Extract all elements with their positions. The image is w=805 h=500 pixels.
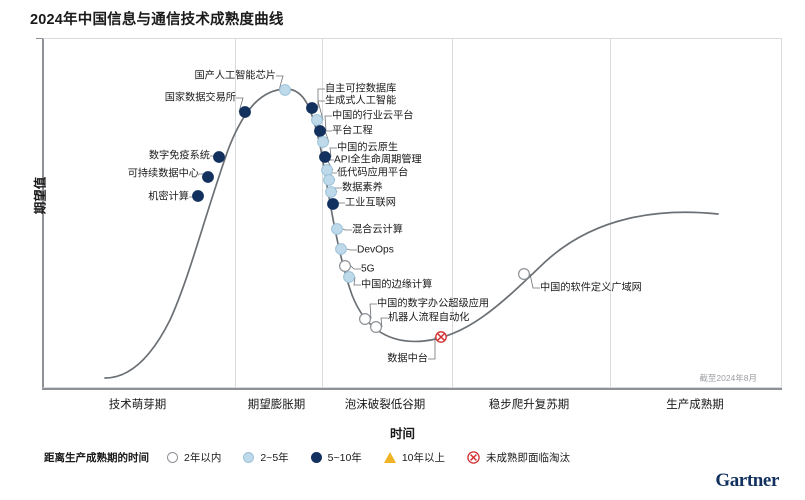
triangle-yellow-icon — [383, 452, 396, 463]
technology-label: 数据中台 — [387, 353, 428, 365]
phase-label-1: 期望膨胀期 — [247, 399, 306, 411]
technology-label: 平台工程 — [332, 125, 373, 137]
technology-label: 可持续数据中心 — [127, 168, 199, 180]
legend-label-3: 10年以上 — [401, 452, 445, 464]
technology-label: 工业互联网 — [345, 197, 396, 209]
technology-label: 中国的数字办公超级应用 — [377, 298, 490, 310]
technology-label: 5G — [361, 263, 375, 275]
technology-label: 中国的软件定义广域网 — [540, 282, 642, 294]
legend-item-2[interactable]: 5~10年 — [310, 450, 362, 465]
circle-light-blue-icon — [243, 452, 255, 463]
legend: 距离生产成熟期的时间 2年以内 2~5年 5~10年 10年以上 未成熟即面临淘… — [44, 450, 592, 465]
x-circle-red-icon — [467, 451, 480, 464]
as-of-note: 截至2024年8月 — [699, 373, 757, 383]
legend-title: 距离生产成熟期的时间 — [44, 452, 149, 464]
phase-divider-2 — [322, 39, 323, 387]
phase-label-3: 稳步爬升复苏期 — [488, 399, 570, 411]
technology-label: 数据素养 — [342, 182, 383, 194]
technology-label: 国家数据交易所 — [164, 92, 236, 104]
legend-label-0: 2年以内 — [184, 452, 222, 464]
technology-label: 数字免疫系统 — [148, 150, 210, 162]
technology-label: 自主可控数据库 — [325, 83, 397, 95]
technology-label: 混合云计算 — [352, 224, 403, 236]
technology-label: 国产人工智能芯片 — [194, 70, 277, 82]
phase-divider-1 — [235, 39, 236, 387]
technology-label: 低代码应用平台 — [337, 167, 409, 179]
legend-label-2: 5~10年 — [327, 452, 362, 464]
legend-item-3[interactable]: 10年以上 — [383, 450, 445, 465]
legend-item-0[interactable]: 2年以内 — [167, 450, 221, 465]
plot-area — [42, 38, 782, 388]
phase-label-4: 生产成熟期 — [666, 399, 724, 411]
technology-label: 机器人流程自动化 — [388, 312, 470, 324]
legend-item-4[interactable]: 未成熟即面临淘汰 — [467, 450, 570, 465]
legend-label-4: 未成熟即面临淘汰 — [486, 452, 570, 464]
phase-label-row: 技术萌芽期 期望膨胀期 泡沫破裂低谷期 稳步爬升复苏期 生产成熟期 — [42, 390, 782, 416]
technology-label: 机密计算 — [148, 191, 189, 203]
gartner-logo: Gartner — [715, 470, 779, 491]
page-title: 2024年中国信息与通信技术成熟度曲线 — [30, 12, 284, 28]
technology-label: 中国的行业云平台 — [332, 110, 414, 122]
circle-white-icon — [167, 452, 178, 463]
technology-label: DevOps — [357, 244, 394, 256]
technology-label: 中国的边缘计算 — [361, 279, 433, 291]
y-axis-label: 期望值 — [33, 176, 48, 215]
phase-divider-4 — [610, 39, 611, 387]
circle-navy-icon — [310, 452, 322, 463]
y-axis-tick — [36, 38, 43, 39]
phase-label-2: 泡沫破裂低谷期 — [344, 399, 426, 411]
legend-item-1[interactable]: 2~5年 — [243, 450, 289, 465]
technology-label: 中国的云原生 — [337, 142, 399, 154]
x-axis-label: 时间 — [389, 427, 415, 441]
technology-label: 生成式人工智能 — [325, 95, 397, 107]
legend-label-1: 2~5年 — [260, 452, 289, 464]
phase-divider-3 — [452, 39, 453, 387]
phase-label-0: 技术萌芽期 — [108, 399, 167, 411]
x-axis-line — [42, 388, 782, 390]
technology-label: API全生命周期管理 — [334, 154, 422, 166]
